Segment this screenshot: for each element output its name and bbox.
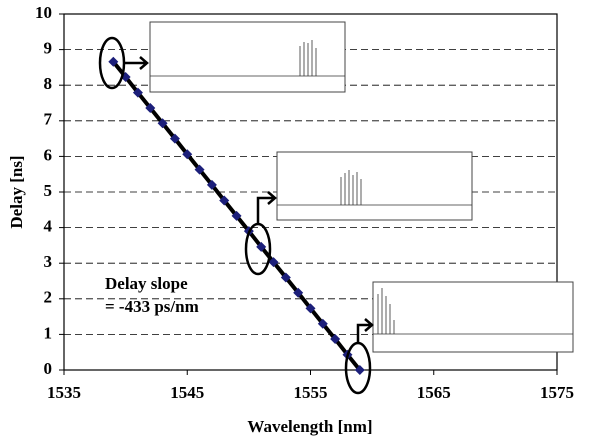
y-tick-label: 0 xyxy=(44,359,53,378)
y-tick-label: 4 xyxy=(44,217,53,236)
chart: Delay slope = -433 ps/nm Wavelength [nm]… xyxy=(0,0,595,442)
y-tick-label: 6 xyxy=(44,145,53,164)
y-tick-label: 9 xyxy=(44,39,53,58)
y-tick-label: 2 xyxy=(44,288,53,307)
y-tick-label: 3 xyxy=(44,252,53,271)
x-tick-label: 1535 xyxy=(47,383,81,402)
annotation: = -433 ps/nm xyxy=(105,297,199,316)
x-tick-label: 1565 xyxy=(417,383,451,402)
inset-trace xyxy=(373,282,573,352)
y-tick-label: 7 xyxy=(44,110,53,129)
y-tick-label: 5 xyxy=(44,181,53,200)
y-tick-label: 8 xyxy=(44,74,53,93)
inset-trace xyxy=(150,22,345,92)
x-tick-label: 1575 xyxy=(540,383,574,402)
y-tick-label: 10 xyxy=(35,3,52,22)
y-axis-label: Delay [ns] xyxy=(7,155,26,228)
y-tick-label: 1 xyxy=(44,323,53,342)
inset-trace xyxy=(277,152,472,220)
x-tick-label: 1545 xyxy=(170,383,204,402)
x-tick-label: 1555 xyxy=(294,383,328,402)
x-axis-label: Wavelength [nm] xyxy=(247,417,372,436)
annotation: Delay slope xyxy=(105,274,188,293)
